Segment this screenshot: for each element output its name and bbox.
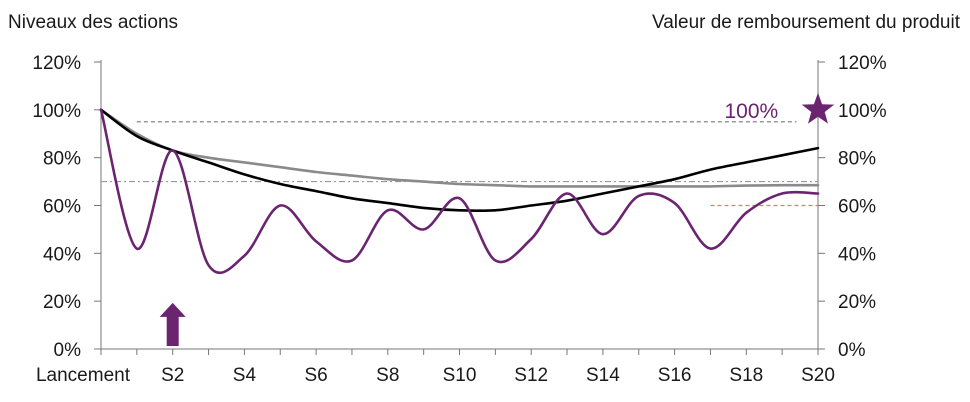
black-curve xyxy=(99,108,820,213)
redemption-label: 100% xyxy=(725,100,779,123)
y-tick-label-right: 20% xyxy=(838,292,876,313)
y-tick-label-left: 0% xyxy=(54,340,82,361)
x-tick-label: S14 xyxy=(586,365,620,386)
y-tick-label-right: 100% xyxy=(838,101,887,122)
x-tick-label: S16 xyxy=(658,365,692,386)
y-tick-label-right: 80% xyxy=(838,149,876,170)
right-axis-title: Valeur de remboursement du produit xyxy=(651,12,960,33)
y-tick-label-left: 80% xyxy=(43,149,81,170)
x-tick-label: S4 xyxy=(233,365,257,386)
x-tick-label: S2 xyxy=(161,365,184,386)
y-tick-label-left: 100% xyxy=(32,101,81,122)
y-tick-label-left: 40% xyxy=(43,244,81,265)
x-tick-label: S6 xyxy=(304,365,327,386)
x-tick-label: S12 xyxy=(514,365,548,386)
y-tick-label-right: 120% xyxy=(838,53,887,74)
y-tick-label-right: 0% xyxy=(838,340,866,361)
x-tick-label: S20 xyxy=(801,365,835,386)
y-tick-label-left: 20% xyxy=(43,292,81,313)
y-tick-label-left: 120% xyxy=(32,53,81,74)
left-axis-title: Niveaux des actions xyxy=(8,12,179,33)
x-tick-label: S8 xyxy=(376,365,399,386)
y-tick-label-left: 60% xyxy=(43,197,81,218)
star-icon xyxy=(801,92,835,124)
gray-curve xyxy=(99,108,820,188)
y-tick-label-right: 40% xyxy=(838,244,876,265)
x-tick-label: S10 xyxy=(443,365,477,386)
x-tick-label: Lancement xyxy=(36,365,131,386)
y-tick-label-right: 60% xyxy=(838,197,876,218)
purple-curve xyxy=(99,108,820,274)
up-arrow-icon xyxy=(159,302,186,346)
x-tick-label: S18 xyxy=(729,365,763,386)
